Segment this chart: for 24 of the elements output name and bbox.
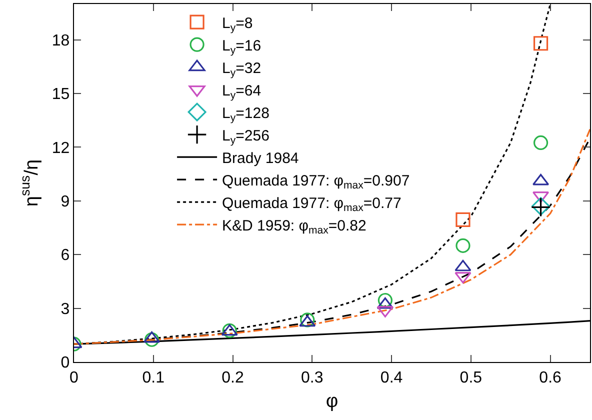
x-tick-label: 0.1: [142, 369, 165, 386]
legend-label: L$_{y}$=32: [222, 60, 262, 80]
y-tick-label: 18: [52, 32, 70, 50]
legend-label: K&D 1959: φ$_{max}$=0.82: [222, 217, 366, 237]
legend-label: L$_{y}$=128: [222, 104, 270, 124]
x-axis-title: φ: [326, 391, 338, 412]
y-tick-label: 15: [52, 86, 70, 104]
x-tick-label: 0.2: [222, 369, 244, 386]
legend-label: Brady 1984: [222, 150, 299, 167]
x-tick-label: 0.4: [380, 369, 403, 386]
legend-label: Quemada 1977: φ$_{max}$=0.907: [222, 172, 410, 192]
legend-label: L$_{y}$=256: [222, 127, 270, 147]
y-tick-label: 0: [60, 354, 70, 372]
legend-label: L$_{y}$=64: [222, 82, 262, 102]
y-tick-label: 12: [52, 140, 70, 157]
y-tick-label: 3: [60, 300, 70, 318]
y-tick-label: 6: [60, 247, 70, 264]
legend-label: Quemada 1977: φ$_{max}$=0.77: [222, 194, 402, 214]
x-tick-label: 0.3: [301, 369, 324, 386]
x-tick-label: 0.6: [539, 369, 562, 386]
legend-label: L$_{y}$=16: [222, 37, 262, 57]
legend-label: L$_{y}$=8: [222, 14, 253, 34]
y-tick-label: 9: [60, 194, 70, 210]
x-tick-label: 0.5: [460, 369, 482, 386]
